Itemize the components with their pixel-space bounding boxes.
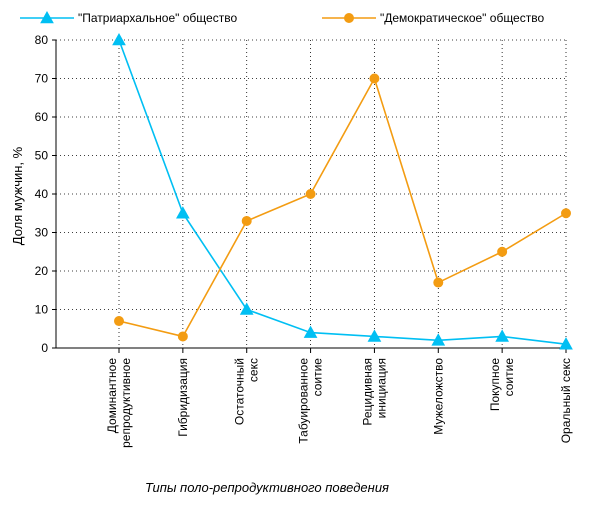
series-line	[118, 76, 567, 338]
legend: "Патриархальное" общество "Демократическо…	[20, 10, 544, 25]
data-point	[369, 73, 380, 84]
x-tick-label: Табуированное	[297, 358, 311, 444]
data-point	[431, 333, 446, 346]
x-tick-label: соитие	[502, 358, 516, 397]
legend-item-1: "Патриархальное" общество	[20, 10, 237, 25]
data-point	[114, 316, 124, 327]
x-tick-label: Доминантное	[105, 358, 119, 434]
y-tick-label: 0	[41, 341, 48, 355]
y-tick-label: 10	[35, 303, 49, 317]
data-point	[497, 246, 508, 257]
y-tick-label: 60	[35, 110, 49, 124]
x-tick-label: секс	[247, 358, 261, 382]
x-tick-label: Оральный секс	[559, 358, 573, 443]
y-axis-title: Доля мужчин, %	[10, 146, 25, 245]
data-point	[239, 302, 254, 315]
x-tick-label: соитие	[311, 358, 325, 397]
x-tick-label: Рецидивная	[360, 358, 374, 426]
y-tick-label: 40	[35, 187, 49, 201]
axes: 0 10 20 30 40 50 60 70 80 Доминантное репродуктивн…	[35, 33, 573, 448]
y-tick-label: 20	[35, 264, 49, 278]
legend-label: "Демократическое" общество	[380, 11, 544, 25]
data-point	[561, 208, 571, 219]
data-point	[176, 206, 190, 219]
grid	[56, 39, 567, 348]
data-point	[559, 337, 573, 350]
x-tick-label: Мужеложство	[431, 358, 445, 435]
legend-item-2: "Демократическое" общество	[322, 11, 544, 25]
x-tick-label: репродуктивное	[119, 358, 133, 448]
x-tick-label: Гибридизация	[176, 358, 190, 437]
data-point	[367, 329, 382, 342]
legend-label: "Патриархальное" общество	[78, 11, 237, 25]
series-layer	[112, 32, 573, 350]
series-line	[118, 39, 567, 345]
data-point	[241, 215, 252, 226]
y-tick-label: 80	[35, 33, 49, 47]
y-tick-label: 70	[35, 72, 49, 86]
x-tick-label: Остаточный	[233, 358, 247, 425]
data-point	[177, 331, 188, 342]
data-point	[433, 277, 444, 288]
series-1	[112, 32, 573, 350]
data-point	[305, 189, 316, 199]
x-axis-title: Типы поло-репродуктивного поведения	[145, 480, 389, 495]
y-tick-label: 30	[35, 226, 49, 240]
legend-marker	[344, 13, 354, 23]
y-tick-label: 50	[35, 149, 49, 163]
legend-marker	[40, 10, 54, 24]
x-tick-label: Покупное	[488, 358, 502, 411]
data-point	[303, 325, 318, 338]
data-point	[495, 329, 509, 342]
data-point	[112, 32, 126, 46]
series-2	[114, 73, 571, 342]
x-tick-label: инициация	[374, 358, 388, 418]
